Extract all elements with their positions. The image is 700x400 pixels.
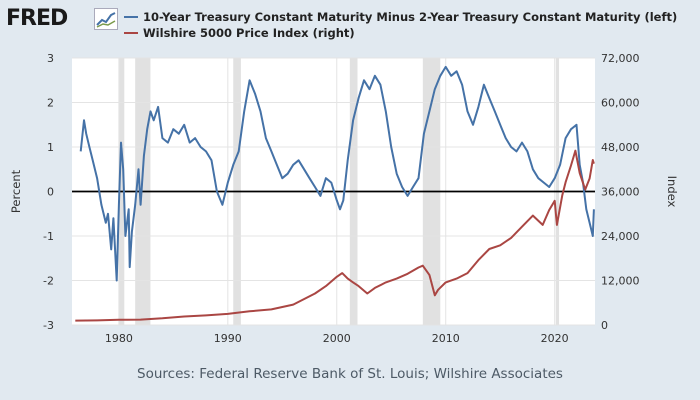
x-tick-label: 2010 — [432, 332, 460, 345]
left-tick-label: -3 — [43, 319, 54, 332]
fred-logo[interactable]: FRED — [6, 6, 68, 31]
x-tick-label: 1980 — [105, 332, 133, 345]
left-tick-label: 2 — [47, 97, 54, 110]
legend-swatch-spread — [124, 16, 138, 18]
series-line-spread — [79, 65, 595, 282]
left-tick-label: 3 — [47, 52, 54, 65]
left-tick-label: -2 — [43, 275, 54, 288]
right-tick-label: 36,000 — [601, 186, 640, 199]
legend-entry-wilshire[interactable]: Wilshire 5000 Price Index (right) — [124, 25, 677, 41]
right-tick-label: 72,000 — [601, 52, 640, 65]
chart-legend: 10-Year Treasury Constant Maturity Minus… — [124, 9, 677, 41]
series-line-wilshire — [75, 149, 595, 322]
x-tick-label: 2000 — [323, 332, 351, 345]
chart-line-icon — [94, 8, 118, 30]
left-tick-label: 0 — [47, 186, 54, 199]
right-tick-label: 24,000 — [601, 230, 640, 243]
right-tick-label: 0 — [601, 319, 608, 332]
left-tick-label: -1 — [43, 230, 54, 243]
right-axis-title: Index — [665, 176, 679, 208]
legend-label-spread: 10-Year Treasury Constant Maturity Minus… — [143, 10, 678, 24]
source-note: Sources: Federal Reserve Bank of St. Lou… — [137, 366, 563, 382]
legend-swatch-wilshire — [124, 32, 138, 34]
right-tick-label: 60,000 — [601, 97, 640, 110]
x-tick-label: 1990 — [214, 332, 242, 345]
right-tick-label: 48,000 — [601, 141, 640, 154]
left-tick-label: 1 — [47, 141, 54, 154]
right-tick-label: 12,000 — [601, 275, 640, 288]
x-tick-label: 2020 — [541, 332, 569, 345]
legend-entry-spread[interactable]: 10-Year Treasury Constant Maturity Minus… — [124, 9, 677, 25]
left-axis-title: Percent — [9, 169, 23, 213]
legend-label-wilshire: Wilshire 5000 Price Index (right) — [143, 26, 355, 40]
